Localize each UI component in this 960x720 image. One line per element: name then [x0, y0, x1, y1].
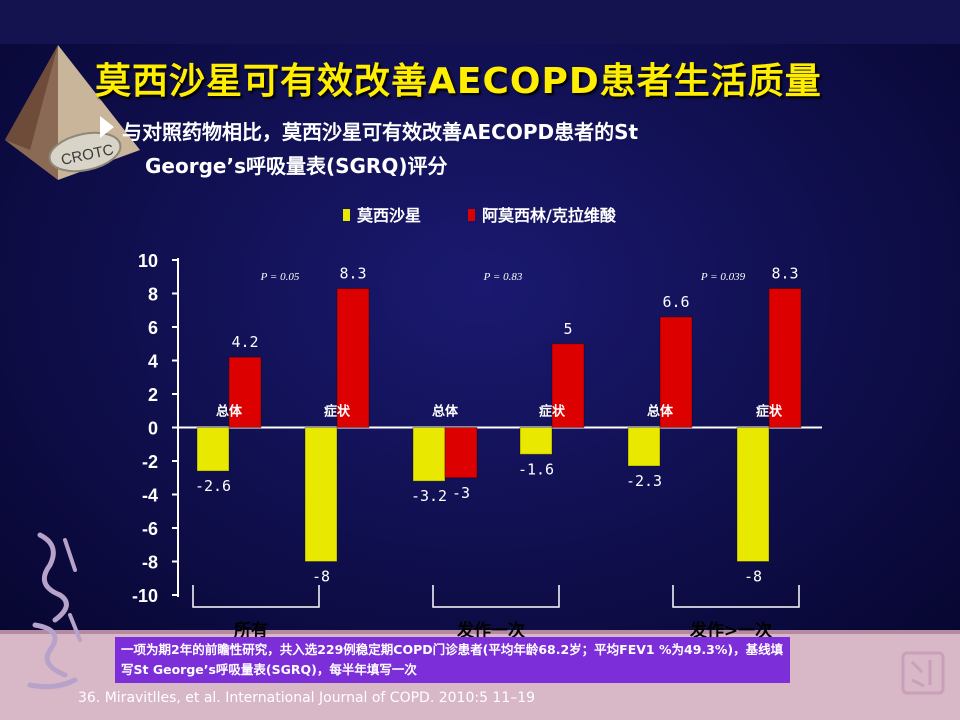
- legend-swatch: [343, 209, 350, 221]
- data-label: 8.3: [339, 264, 366, 282]
- group-bracket: [192, 585, 320, 608]
- bar: [736, 427, 770, 562]
- bar: [412, 427, 446, 482]
- y-tick-label: -4: [142, 486, 158, 506]
- y-tick-label: 10: [138, 251, 158, 271]
- category-label: 总体: [216, 404, 243, 420]
- y-tick-label: -6: [142, 519, 158, 539]
- citation: 36. Miravitlles, et al. International Jo…: [78, 690, 536, 706]
- data-label: -3.2: [411, 487, 447, 505]
- group-label: 发作>一次: [689, 620, 772, 641]
- legend-swatch: [468, 209, 475, 221]
- data-label: 4.2: [231, 333, 258, 351]
- bar: [627, 427, 661, 467]
- group-label: 发作一次: [456, 620, 525, 641]
- study-note-box: 一项为期2年的前瞻性研究，共入选229例稳定期COPD门诊患者(平均年龄68.2…: [115, 637, 790, 683]
- bar: [196, 427, 230, 472]
- y-tick-label: 8: [148, 285, 158, 305]
- group-bracket: [672, 585, 800, 608]
- y-tick-label: 0: [148, 419, 158, 439]
- subtitle-line1: 与对照药物相比，莫西沙星可有效改善AECOPD患者的St: [122, 120, 639, 144]
- data-label: -2.6: [195, 477, 231, 495]
- bar: [659, 316, 693, 429]
- data-label: -2.3: [626, 472, 662, 490]
- category-label: 症状: [539, 404, 566, 420]
- bar: [551, 343, 585, 428]
- data-label: 6.6: [662, 293, 689, 311]
- p-value-label: P = 0.039: [700, 271, 746, 283]
- p-value-label: P = 0.05: [260, 271, 300, 283]
- bar: [304, 427, 338, 562]
- bar: [228, 356, 262, 428]
- group-label: 所有: [234, 620, 268, 641]
- data-label: 8.3: [771, 264, 798, 282]
- slide-title: 莫西沙星可有效改善AECOPD患者生活质量: [95, 61, 822, 102]
- bar: [519, 427, 553, 455]
- subtitle-line2: George’s呼吸量表(SGRQ)评分: [145, 154, 448, 178]
- legend-label: 阿莫西林/克拉维酸: [482, 206, 617, 225]
- legend-label: 莫西沙星: [356, 206, 421, 225]
- bar: [768, 287, 802, 428]
- bar: [336, 287, 370, 428]
- category-label: 总体: [432, 404, 459, 420]
- seal-stamp-decoration: [901, 651, 945, 695]
- bullet-arrow-icon: [100, 116, 114, 138]
- category-label: 症状: [756, 404, 783, 420]
- y-tick-label: -2: [142, 452, 158, 472]
- y-tick-label: -10: [132, 586, 158, 606]
- data-label: -8: [744, 568, 762, 586]
- data-label: -1.6: [518, 460, 554, 478]
- data-label: -3: [452, 484, 470, 502]
- calligraphy-decoration: [27, 532, 82, 690]
- bar: [444, 427, 478, 479]
- p-value-label: P = 0.83: [483, 271, 523, 283]
- y-tick-label: 4: [148, 352, 158, 372]
- category-label: 症状: [324, 404, 351, 420]
- y-tick-label: 6: [148, 318, 158, 338]
- y-tick-label: -8: [142, 553, 158, 573]
- data-label: 5: [563, 320, 572, 338]
- crotc-pyramid-logo: CROTC: [5, 45, 140, 180]
- group-bracket: [432, 585, 560, 608]
- y-tick-label: 2: [148, 385, 158, 405]
- category-label: 总体: [647, 404, 674, 420]
- data-label: -8: [312, 568, 330, 586]
